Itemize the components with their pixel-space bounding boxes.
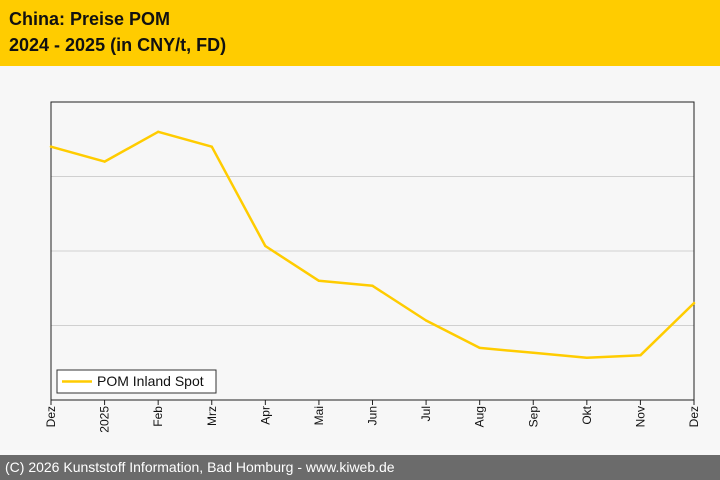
data-point	[264, 244, 267, 248]
x-tick-label: Jun	[366, 406, 380, 425]
data-point	[639, 354, 642, 357]
data-point	[371, 284, 374, 287]
data-point	[210, 145, 213, 148]
data-point	[532, 351, 535, 355]
x-tick-label: Mai	[312, 406, 326, 425]
header-banner: China: Preise POM 2024 - 2025 (in CNY/t,…	[0, 0, 720, 66]
chart-title: China: Preise POM	[9, 9, 171, 29]
x-tick-label: Sep	[526, 406, 540, 428]
x-tick-label: Mrz	[205, 406, 219, 426]
data-point	[317, 279, 321, 282]
data-point	[692, 301, 696, 305]
x-tick-label: Jul	[419, 406, 433, 421]
x-tick-label: Aug	[473, 406, 487, 427]
footer-bar: (C) 2026 Kunststoff Information, Bad Hom…	[0, 455, 720, 480]
data-point	[156, 130, 160, 133]
x-tick-label: Nov	[633, 406, 647, 427]
x-tick-label: Apr	[258, 406, 272, 425]
legend-box	[56, 369, 217, 394]
data-point	[585, 356, 589, 359]
data-point	[478, 346, 481, 350]
x-tick-label: Feb	[151, 406, 165, 427]
x-tick-label: Dez	[44, 406, 58, 427]
x-tick-label: Okt	[580, 405, 594, 424]
x-tick-label: 2025	[98, 406, 112, 433]
x-tick-label: Dez	[687, 406, 701, 427]
price-line-chart: Dez 2025 Feb Mrz Apr Mai Jun Jul Aug Sep Okt Nov Dez…	[44, 101, 701, 433]
data-point	[424, 319, 428, 322]
legend-label: POM Inland Spot	[97, 373, 204, 389]
copyright-text: (C) 2026 Kunststoff Information, Bad Hom…	[5, 459, 395, 475]
chart-subtitle: 2024 - 2025 (in CNY/t, FD)	[9, 35, 227, 55]
data-point	[103, 160, 106, 163]
data-point	[49, 145, 53, 148]
